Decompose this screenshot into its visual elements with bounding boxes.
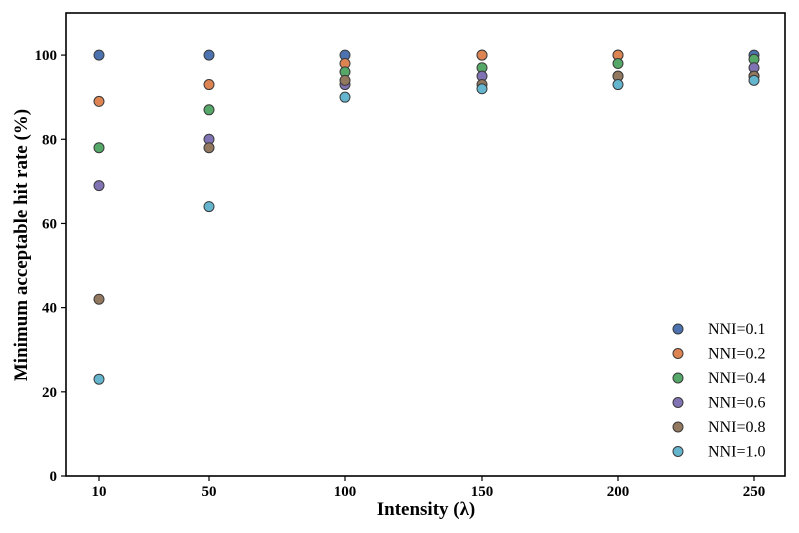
axis-ticks: 10 50 100 150 200 250 0 20 40 60 80 100: [35, 48, 766, 500]
plot-frame: [65, 12, 786, 477]
legend-label: NNI=0.8: [708, 419, 765, 436]
data-point-nni-1-0: [203, 201, 215, 213]
y-tick-label: 0: [50, 469, 58, 485]
y-tick-label: 60: [42, 216, 57, 232]
legend-marker: [672, 446, 684, 457]
x-tick-label: 50: [202, 484, 217, 500]
x-tick-label: 100: [334, 484, 357, 500]
legend-marker: [672, 323, 684, 335]
data-points: [93, 49, 760, 385]
data-point-nni-0-1: [203, 49, 215, 61]
x-axis-title: Intensity (λ): [377, 499, 476, 520]
legend-marker: [672, 397, 684, 408]
x-tick-label: 200: [607, 484, 630, 500]
legend-label: NNI=0.1: [708, 321, 765, 338]
legend-marker: [672, 348, 684, 359]
y-axis-title: Minimum acceptable hit rate (%): [11, 109, 32, 381]
data-point-nni-0-1: [93, 49, 105, 61]
data-point-nni-1-0: [476, 83, 488, 95]
data-point-nni-0-4: [93, 142, 105, 154]
y-tick-label: 20: [42, 385, 57, 401]
y-tick-label: 100: [35, 48, 58, 64]
legend-label: NNI=0.6: [708, 395, 765, 412]
y-tick-label: 40: [42, 301, 57, 317]
data-point-nni-1-0: [748, 74, 760, 86]
legend: NNI=0.1 NNI=0.2 NNI=0.4 NNI=0.6 NNI=0.8 NNI=1…: [672, 321, 765, 461]
data-point-nni-0-6: [93, 180, 105, 192]
legend-marker: [672, 421, 684, 433]
x-tick-label: 10: [92, 484, 107, 500]
data-point-nni-1-0: [612, 79, 624, 91]
data-point-nni-0-4: [612, 58, 624, 70]
data-point-nni-0-8: [339, 74, 351, 86]
y-tick-label: 80: [42, 132, 57, 148]
x-tick-label: 250: [743, 484, 766, 500]
legend-label: NNI=0.2: [708, 346, 765, 363]
data-point-nni-0-2: [476, 49, 488, 61]
data-point-nni-0-2: [203, 79, 215, 91]
legend-label: NNI=1.0: [708, 444, 765, 461]
data-point-nni-0-8: [93, 293, 105, 305]
legend-marker: [672, 372, 684, 384]
legend-label: NNI=0.4: [708, 370, 765, 387]
x-tick-label: 150: [471, 484, 494, 500]
data-point-nni-0-2: [93, 95, 105, 107]
data-point-nni-1-0: [93, 373, 105, 385]
data-point-nni-1-0: [339, 91, 351, 103]
data-point-nni-0-8: [203, 142, 215, 154]
data-point-nni-0-4: [203, 104, 215, 116]
